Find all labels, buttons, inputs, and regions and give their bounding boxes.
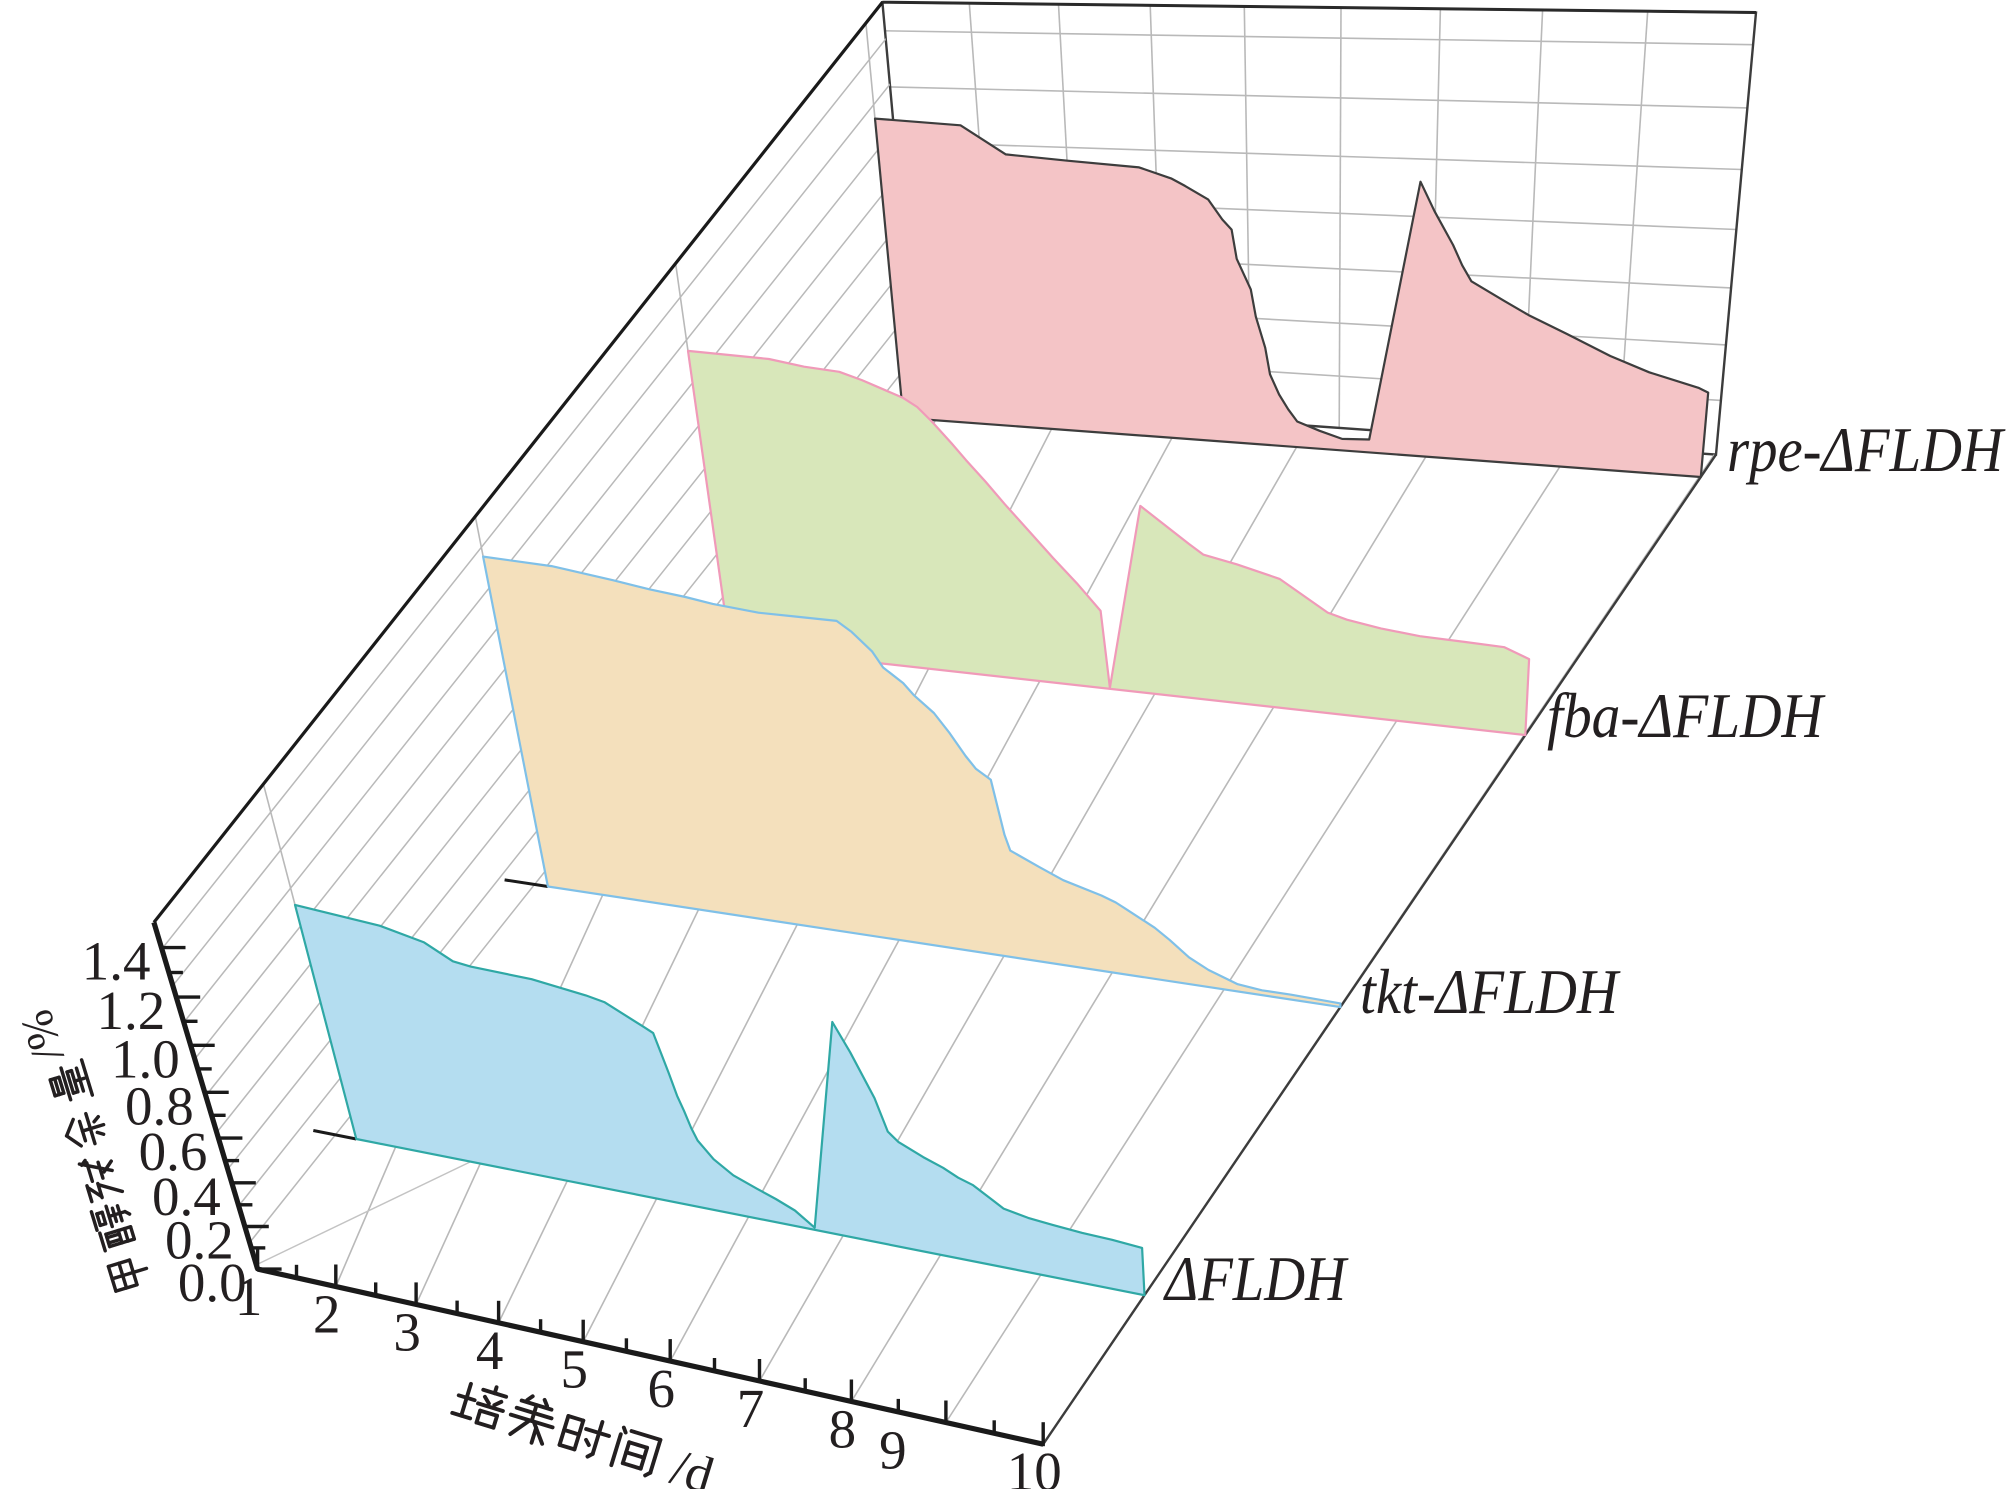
svg-text:6: 6 [647,1358,675,1419]
svg-text:9: 9 [879,1420,907,1481]
svg-text:tkt-ΔFLDH: tkt-ΔFLDH [1360,957,1621,1027]
svg-text:fba-ΔFLDH: fba-ΔFLDH [1547,681,1826,751]
svg-text:2: 2 [313,1284,341,1345]
svg-text:10: 10 [1007,1441,1062,1489]
svg-text:rpe-ΔFLDH: rpe-ΔFLDH [1727,415,2006,485]
svg-text:7: 7 [737,1378,765,1439]
svg-text:1.4: 1.4 [82,931,151,992]
svg-text:5: 5 [560,1339,588,1400]
svg-text:8: 8 [829,1399,857,1460]
svg-text:ΔFLDH: ΔFLDH [1162,1244,1349,1314]
svg-text:3: 3 [393,1301,421,1362]
svg-text:4: 4 [476,1320,504,1381]
